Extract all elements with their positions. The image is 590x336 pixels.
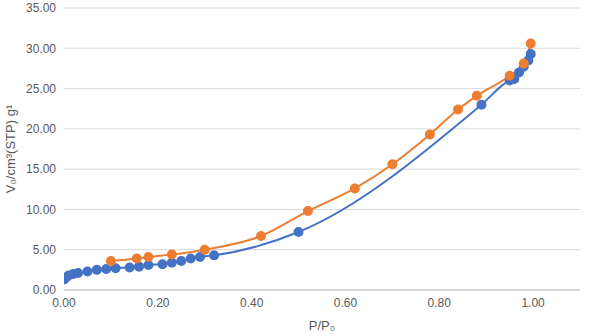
svg-text:20.00: 20.00 [26,122,56,136]
svg-text:35.00: 35.00 [26,1,56,15]
svg-text:P/P₀: P/P₀ [309,318,335,333]
svg-text:V₀/cm³(STP) g¹: V₀/cm³(STP) g¹ [8,104,18,193]
svg-text:0.20: 0.20 [146,296,170,310]
svg-text:0.40: 0.40 [240,296,264,310]
svg-text:30.00: 30.00 [26,42,56,56]
svg-text:1.00: 1.00 [521,296,545,310]
svg-text:0.00: 0.00 [52,296,76,310]
svg-text:10.00: 10.00 [26,203,56,217]
svg-text:15.00: 15.00 [26,162,56,176]
svg-text:25.00: 25.00 [26,82,56,96]
svg-text:0.80: 0.80 [428,296,452,310]
svg-text:5.00: 5.00 [33,243,57,257]
svg-text:0.60: 0.60 [334,296,358,310]
svg-text:0.00: 0.00 [33,283,57,297]
